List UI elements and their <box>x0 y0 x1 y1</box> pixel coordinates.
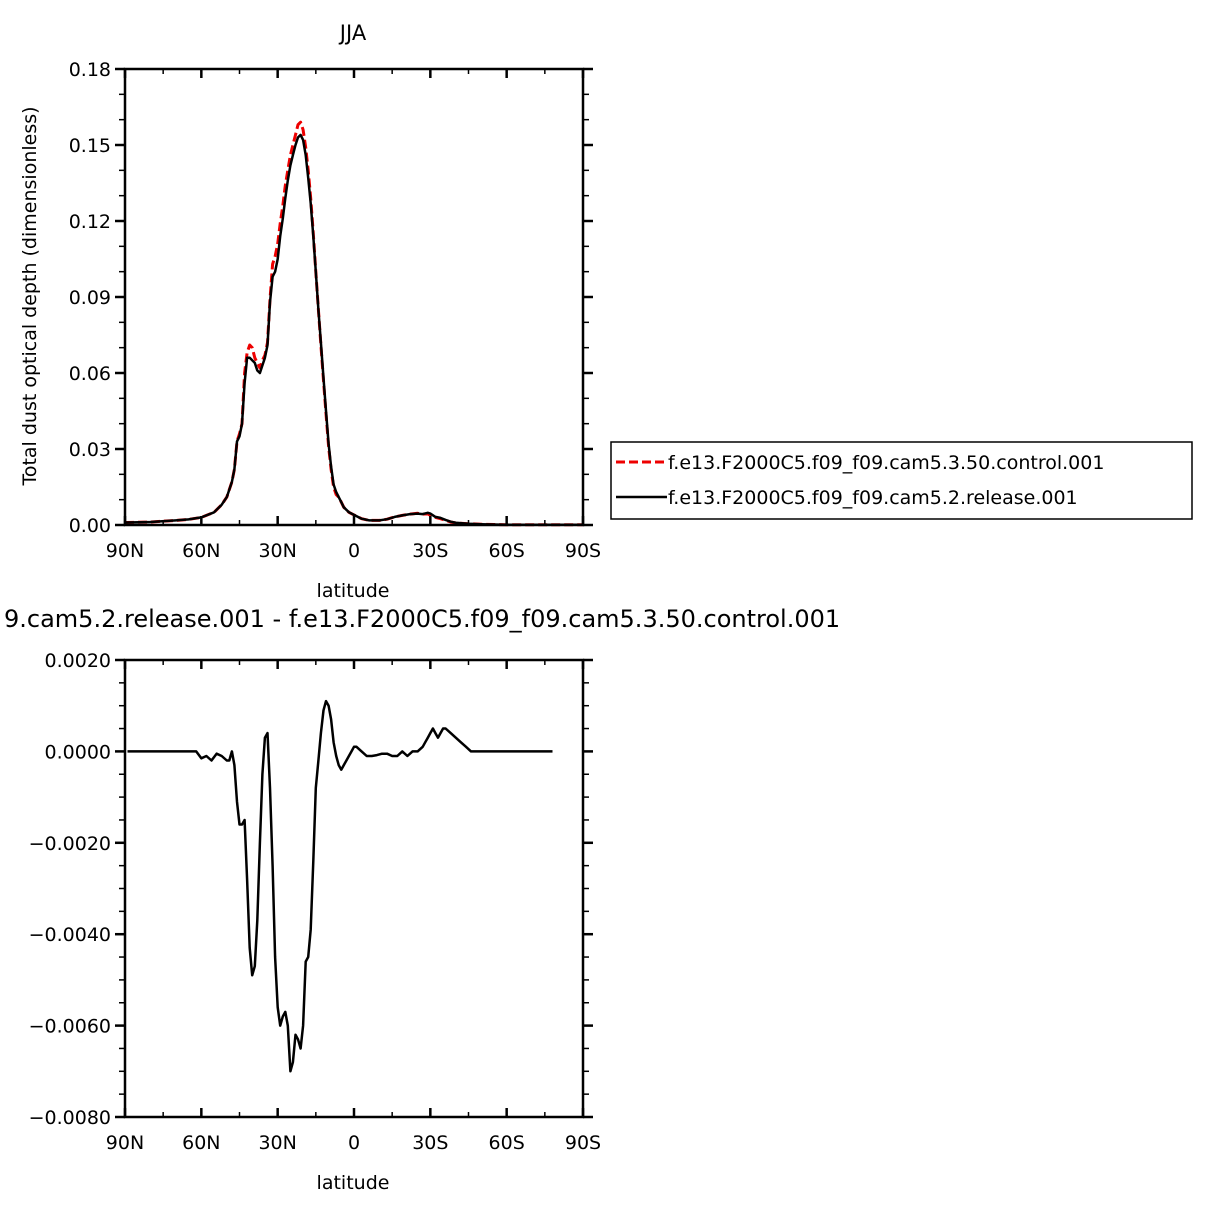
chart-title: JJA <box>338 21 367 45</box>
y-tick-label-0-0: 0.00 <box>69 515 111 537</box>
x-tick-label-0-6: 90S <box>565 540 601 562</box>
legend-box <box>610 441 1193 520</box>
x-tick-label-0-0: 90N <box>106 540 144 562</box>
x-tick-label-0-2: 30N <box>258 540 296 562</box>
series-line-0-1 <box>124 133 583 526</box>
y-axis-label: Total dust optical depth (dimensionless) <box>19 106 41 486</box>
dust-optical-depth-panel: JJA 90N 60N 30N 0 30S 60S 90S 0.00 0.03 0.06 0.09 0… <box>19 21 601 602</box>
series-line-1-0 <box>127 699 553 1073</box>
x-tick-label-0-4: 30S <box>412 540 448 562</box>
y-tick-label-0-1: 0.03 <box>69 439 111 461</box>
x-tick-label-1-6: 90S <box>565 1132 601 1154</box>
difference-title: 9.cam5.2.release.001 - f.e13.F2000C5.f09… <box>4 605 840 633</box>
x-tick-label-0-1: 60N <box>182 540 220 562</box>
y-tick-label-1-1: −0.0060 <box>29 1016 111 1038</box>
x-tick-label-1-3: 0 <box>348 1132 360 1154</box>
x-tick-label-1-5: 60S <box>489 1132 525 1154</box>
series-line-0-0 <box>124 120 583 527</box>
x-tick-label-0-5: 60S <box>489 540 525 562</box>
legend: f.e13.F2000C5.f09_f09.cam5.3.50.control.… <box>610 441 1193 520</box>
difference-x-axis-label: latitude <box>317 1172 390 1194</box>
plot-area: 90N 60N 30N 0 30S 60S 90S 0.00 0.03 0.06 0.09 0.12 0… <box>69 59 601 562</box>
y-tick-label-1-5: 0.0020 <box>45 650 111 672</box>
plot-frame-0 <box>123 67 585 527</box>
difference-panel: 9.cam5.2.release.001 - f.e13.F2000C5.f09… <box>4 605 840 1194</box>
y-tick-label-1-0: −0.0080 <box>29 1107 111 1129</box>
difference-plot-area: 90N 60N 30N 0 30S 60S 90S −0.0080 −0.0060 −0.0040… <box>29 650 602 1154</box>
y-tick-label-0-2: 0.06 <box>69 363 111 385</box>
y-tick-label-1-3: −0.0020 <box>29 833 111 855</box>
x-tick-label-1-1: 60N <box>182 1132 220 1154</box>
y-tick-label-1-4: 0.0000 <box>45 741 111 763</box>
plot-frame-1 <box>123 658 585 1119</box>
x-axis-label: latitude <box>317 580 390 602</box>
y-tick-label-0-6: 0.18 <box>69 59 111 81</box>
legend-label-release: f.e13.F2000C5.f09_f09.cam5.2.release.001 <box>668 487 1078 509</box>
y-tick-label-1-2: −0.0040 <box>29 924 111 946</box>
y-tick-label-0-5: 0.15 <box>69 135 111 157</box>
legend-label-control: f.e13.F2000C5.f09_f09.cam5.3.50.control.… <box>668 452 1104 474</box>
x-tick-label-0-3: 0 <box>348 540 360 562</box>
x-tick-label-1-0: 90N <box>106 1132 144 1154</box>
y-tick-label-0-3: 0.09 <box>69 287 111 309</box>
y-tick-label-0-4: 0.12 <box>69 211 111 233</box>
x-tick-label-1-2: 30N <box>258 1132 296 1154</box>
x-tick-label-1-4: 30S <box>412 1132 448 1154</box>
